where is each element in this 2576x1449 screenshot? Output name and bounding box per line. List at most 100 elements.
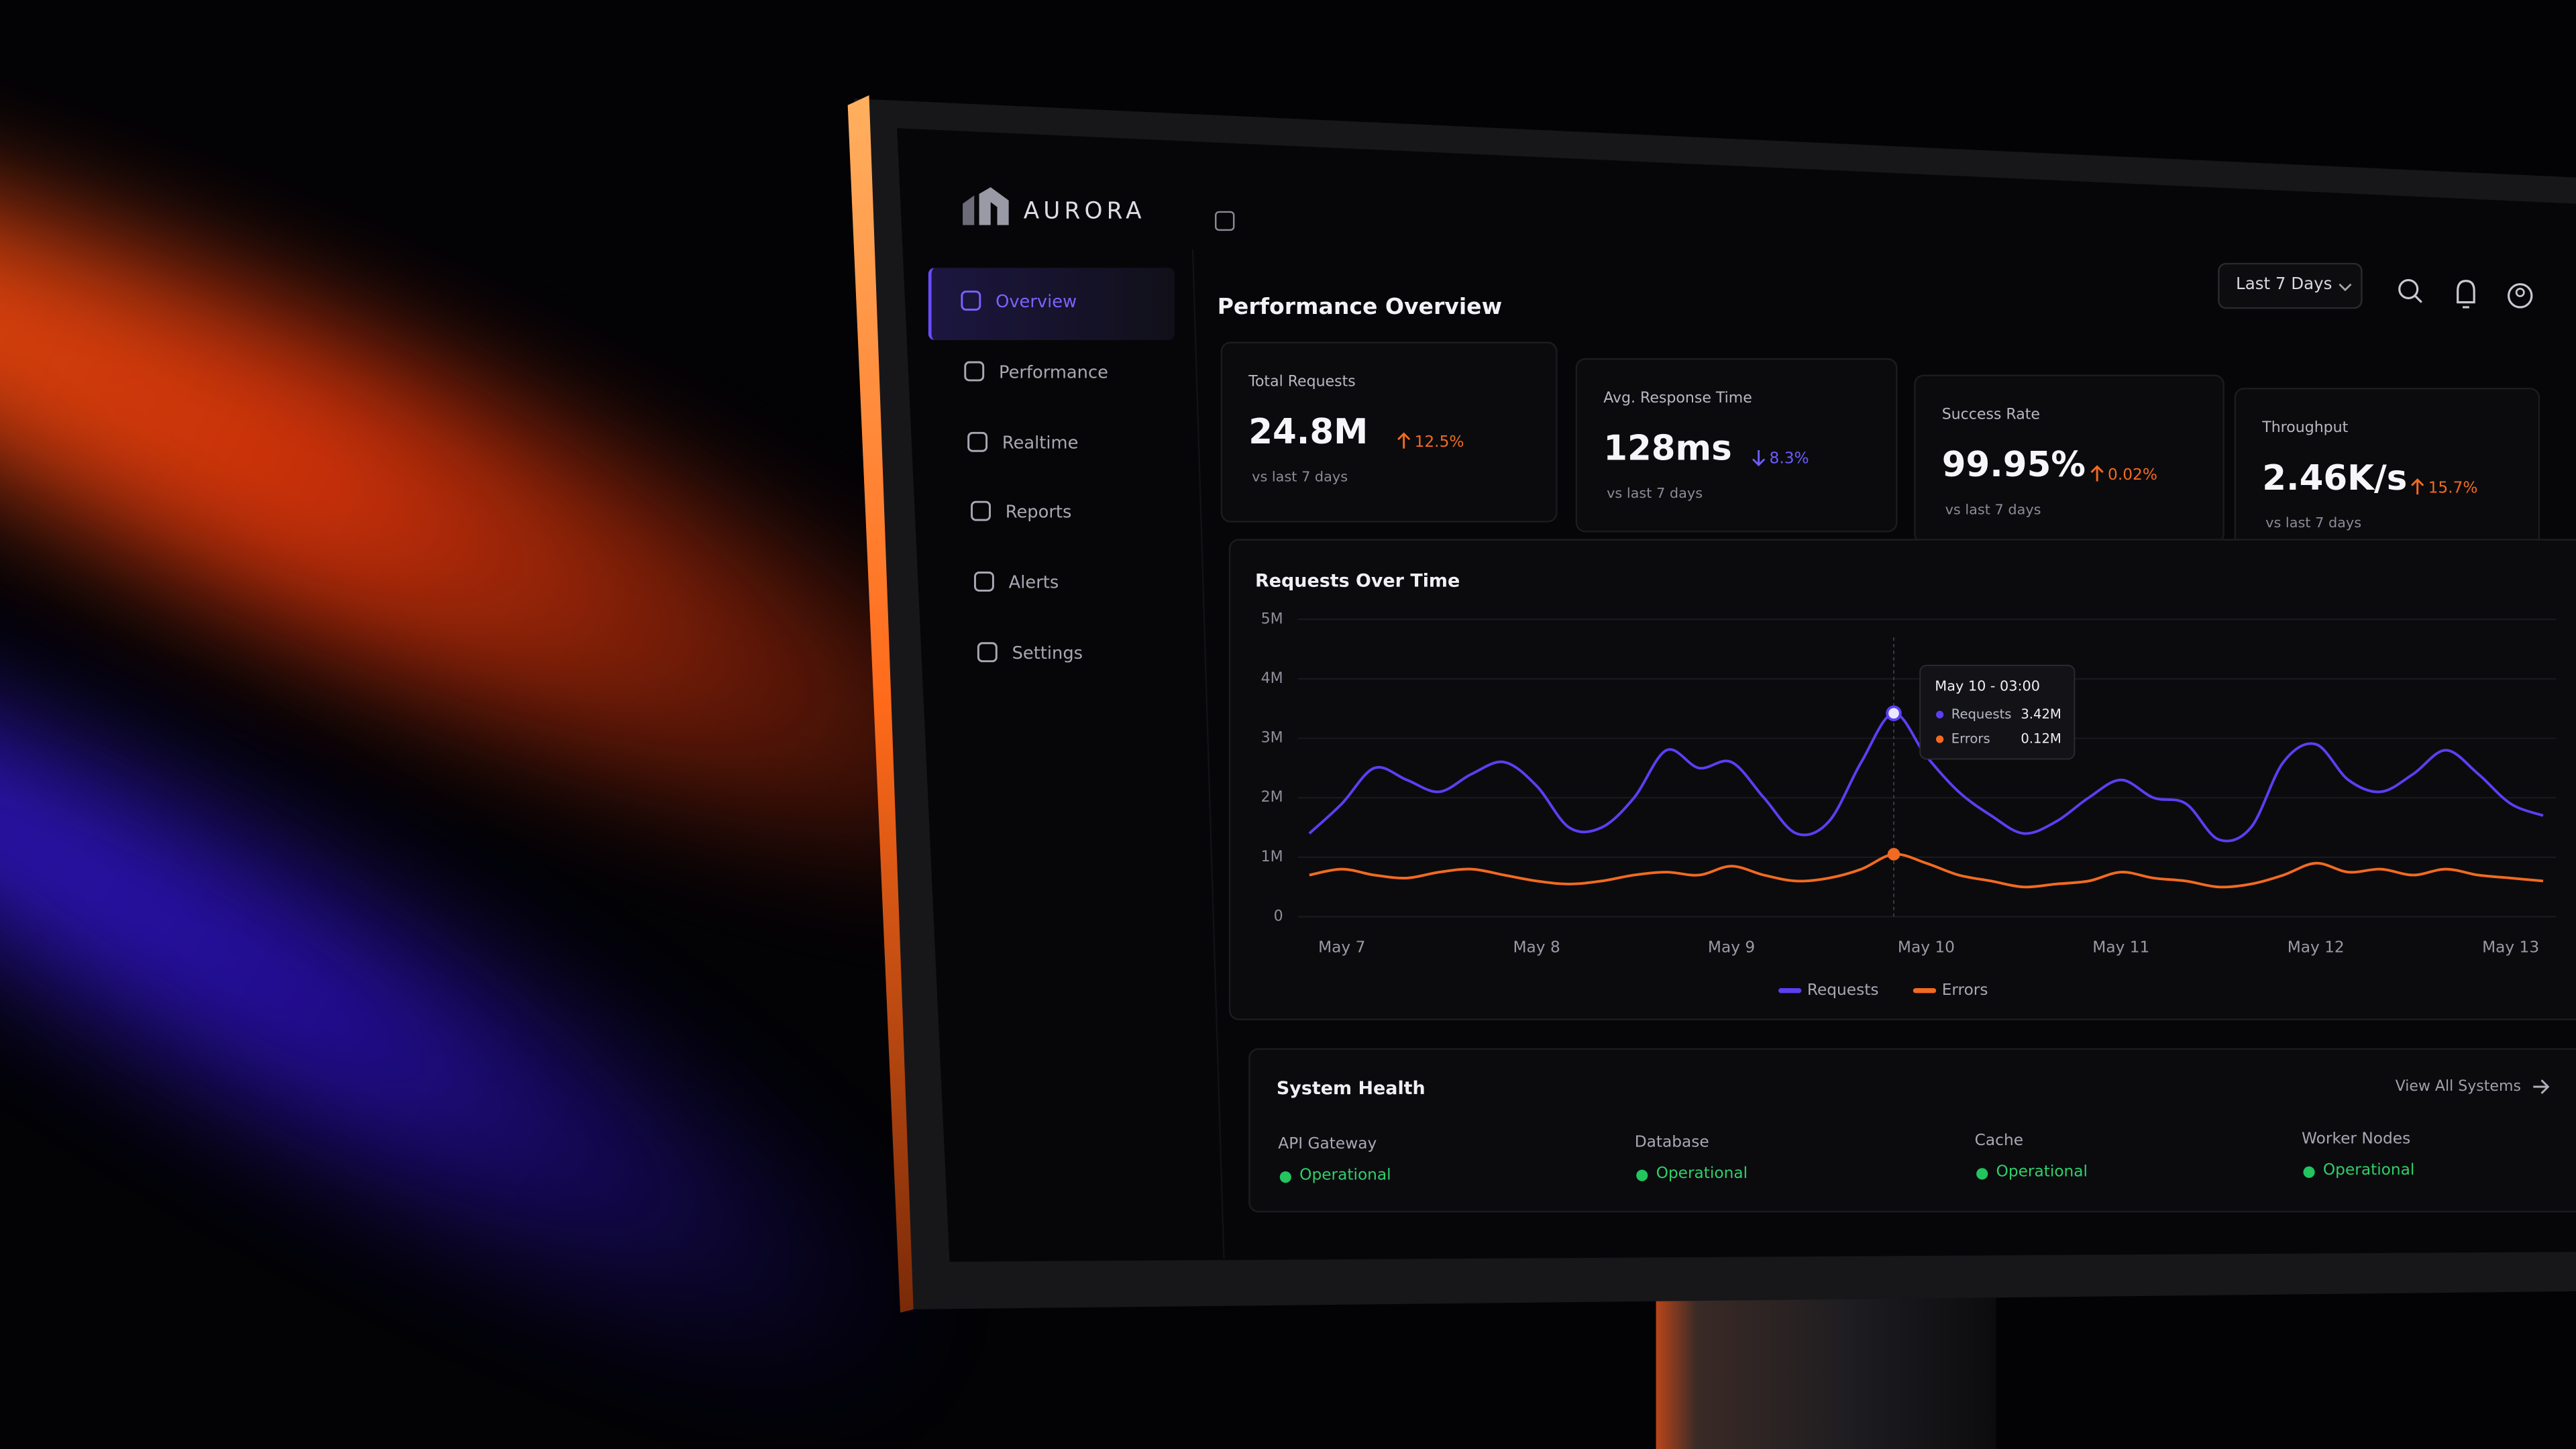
arrow-shape — [2533, 1079, 2550, 1094]
kpi-card: Avg. Response Time 128ms 8.3% vs last 7 day… — [1575, 358, 1898, 533]
nav-icon — [971, 501, 991, 522]
tooltip-title: May 10 - 03:00 — [1935, 678, 2040, 694]
legend-label: Errors — [1942, 981, 1988, 999]
search-icon[interactable] — [2398, 278, 2422, 303]
tooltip-value: 3.42M — [2021, 706, 2061, 722]
nav-label[interactable]: Overview — [996, 292, 1077, 313]
nav-icon — [974, 572, 994, 592]
status-dot — [1279, 1171, 1291, 1183]
kpi-value: 99.95% — [1941, 445, 2086, 485]
x-tick-label: May 7 — [1318, 938, 1365, 957]
icon-shape — [961, 290, 981, 311]
icon-shape — [977, 642, 998, 663]
icon-shape — [964, 361, 985, 381]
kpi-label: Throughput — [2262, 420, 2349, 437]
range-label: Last 7 Days — [2236, 276, 2332, 294]
kpi-change: 15.7% — [2428, 480, 2478, 498]
tooltip — [1919, 664, 2076, 760]
chevron — [2339, 283, 2352, 292]
kpi-card: Total Requests 24.8M 12.5% vs last 7 days — [1220, 341, 1558, 523]
logo — [963, 187, 1009, 225]
series-line — [1309, 853, 2544, 889]
health-link[interactable]: View All Systems — [2395, 1079, 2521, 1096]
tooltip-dot — [1935, 710, 1944, 718]
sidebar-divider — [1191, 250, 1225, 1258]
icon-shape — [967, 431, 988, 451]
x-tick-label: May 10 — [1898, 938, 1955, 957]
page-title: Performance Overview — [1217, 294, 1503, 321]
series-line — [1308, 712, 2544, 843]
tooltip-value: 0.12M — [2021, 731, 2061, 747]
tooltip-name: Requests — [1951, 706, 2012, 722]
arrow-shape — [1397, 432, 1411, 449]
kpi-label: Total Requests — [1248, 374, 1356, 391]
hover-point — [1887, 848, 1900, 861]
health-title: System Health — [1276, 1077, 1426, 1099]
user-icon[interactable] — [2508, 283, 2533, 309]
nav-label[interactable]: Realtime — [1002, 433, 1079, 453]
health-name: API Gateway — [1278, 1135, 1377, 1154]
kpi-note: vs last 7 days — [1607, 486, 1703, 503]
y-tick-label: 0 — [1274, 908, 1283, 925]
x-tick-label: May 13 — [2482, 938, 2539, 957]
chart-title: Requests Over Time — [1255, 570, 1460, 591]
nav-label[interactable]: Settings — [1012, 644, 1083, 664]
health-card — [1248, 1048, 2576, 1213]
kpi-change: 8.3% — [1769, 450, 1809, 468]
kpi-note: vs last 7 days — [2265, 515, 2362, 533]
range-dropdown[interactable]: Last 7 Days — [2218, 262, 2363, 309]
y-tick-label: 2M — [1261, 789, 1283, 806]
kpi-change: 0.02% — [2108, 466, 2157, 485]
x-tick-label: May 11 — [2092, 938, 2149, 957]
kpi-label: Success Rate — [1941, 407, 2040, 424]
link-arrow — [2533, 1079, 2550, 1094]
kpi-change: 12.5% — [1414, 433, 1464, 452]
nav-label[interactable]: Reports — [1005, 503, 1072, 523]
kpi-arrow — [1752, 450, 1766, 467]
x-tick-label: May 12 — [2288, 938, 2345, 957]
tooltip-dot — [1935, 735, 1944, 743]
x-tick-label: May 8 — [1513, 938, 1560, 957]
kpi-note: vs last 7 days — [1945, 502, 2041, 519]
nav-label[interactable]: Performance — [998, 362, 1108, 383]
kpi-value: 128ms — [1603, 429, 1732, 468]
arrow-shape — [2090, 465, 2104, 482]
icon-shape — [971, 501, 991, 522]
nav-active-bg[interactable] — [928, 268, 1175, 340]
kpi-arrow — [2411, 478, 2424, 495]
kpi-label: Avg. Response Time — [1603, 390, 1752, 408]
nav-icon — [977, 642, 998, 663]
tooltip-name: Errors — [1951, 731, 1990, 747]
y-tick-label: 1M — [1261, 849, 1283, 865]
collapse-icon[interactable] — [1215, 211, 1235, 231]
nav-icon — [961, 290, 981, 311]
health-name: Database — [1634, 1133, 1709, 1152]
status-dot — [1976, 1168, 1988, 1180]
bell-icon[interactable] — [2457, 280, 2475, 309]
kpi-arrow — [2090, 465, 2104, 482]
x-tick-label: May 9 — [1708, 938, 1755, 957]
health-status: Operational — [1996, 1163, 2088, 1181]
nav-label[interactable]: Alerts — [1008, 574, 1059, 594]
kpi-card: Throughput 2.46K/s 15.7% vs last 7 days — [2234, 387, 2540, 554]
status-dot — [2303, 1166, 2315, 1178]
hover-point — [1886, 705, 1902, 722]
health-name: Worker Nodes — [2302, 1130, 2411, 1148]
monitor-stand — [1656, 1281, 1996, 1449]
status-dot — [1636, 1169, 1648, 1181]
kpi-note: vs last 7 days — [1252, 470, 1348, 486]
health-name: Cache — [1974, 1132, 2024, 1150]
health-status: Operational — [2322, 1161, 2415, 1180]
health-status: Operational — [1299, 1166, 1391, 1185]
kpi-card: Success Rate 99.95% 0.02% vs last 7 days — [1914, 374, 2224, 544]
brand-name: AURORA — [1023, 199, 1146, 225]
y-tick-label: 4M — [1261, 670, 1283, 687]
arrow-shape — [1752, 450, 1766, 467]
kpi-arrow — [1397, 432, 1411, 449]
nav-icon — [964, 361, 985, 381]
monitor-rim — [847, 95, 914, 1313]
kpi-value: 24.8M — [1248, 412, 1368, 452]
